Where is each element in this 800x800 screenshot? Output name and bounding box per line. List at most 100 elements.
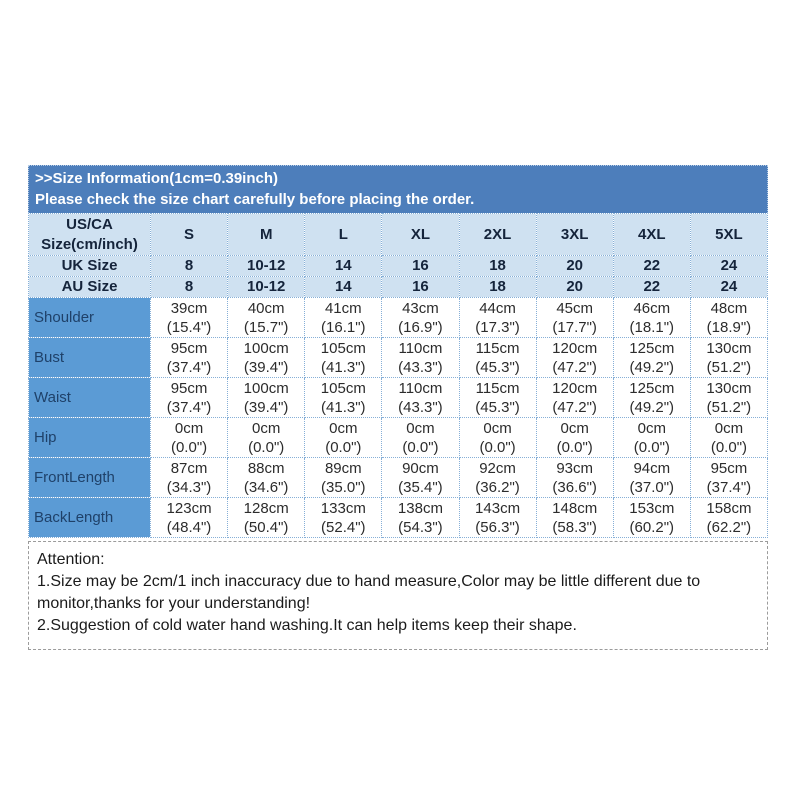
region-size-value: 10-12	[227, 255, 306, 277]
measurement-label: Shoulder	[28, 297, 151, 338]
value-cm: 143cm	[475, 499, 521, 517]
value-inch: (18.1")	[629, 318, 675, 336]
value-cm: 44cm	[479, 299, 516, 317]
value-cm: 153cm	[629, 499, 675, 517]
value-inch: (39.4")	[243, 358, 289, 376]
value-cm: 0cm	[406, 419, 435, 437]
value-inch: (37.4")	[166, 358, 212, 376]
value-cm: 128cm	[243, 499, 289, 517]
value-cm: 130cm	[706, 379, 752, 397]
region-size-label: UK Size	[28, 255, 151, 277]
value-cm: 120cm	[552, 379, 598, 397]
measurement-value-cell: 41cm (16.1")	[304, 297, 383, 338]
attention-box: Attention: 1.Size may be 2cm/1 inch inac…	[28, 541, 768, 650]
measurement-value-cell: 123cm (48.4")	[149, 497, 229, 538]
value-inch: (16.1")	[321, 318, 366, 336]
size-table: US/CA Size(cm/inch) S M L XL 2XL 3XL 4XL 5XL UK S…	[28, 213, 769, 538]
value-inch: (34.6")	[243, 478, 289, 496]
measurement-row: Waist 95cm (37.4") 100cm (39.4") 105cm (41.3")…	[28, 377, 769, 418]
measurement-value-cell: 39cm (15.4")	[149, 297, 229, 338]
measurement-value-cell: 100cm (39.4")	[227, 377, 306, 418]
value-inch: (62.2")	[706, 518, 752, 536]
value-inch: (0.0")	[633, 438, 670, 456]
value-cm: 90cm	[402, 459, 439, 477]
measurement-label: Bust	[28, 337, 151, 378]
value-inch: (0.0")	[170, 438, 208, 456]
title-bar: >>Size Information(1cm=0.39inch) Please …	[28, 165, 768, 213]
value-cm: 95cm	[170, 339, 208, 357]
measurement-value-cell: 138cm (54.3")	[381, 497, 460, 538]
size-column-header: XL	[381, 213, 460, 256]
value-cm: 125cm	[629, 339, 675, 357]
attention-title: Attention:	[37, 551, 105, 568]
measurement-value-cell: 100cm (39.4")	[227, 337, 306, 378]
measurement-value-cell: 125cm (49.2")	[612, 337, 691, 378]
value-inch: (0.0")	[710, 438, 748, 456]
value-cm: 0cm	[252, 419, 281, 437]
value-inch: (0.0")	[325, 438, 362, 456]
region-size-value: 10-12	[227, 276, 306, 298]
measurement-value-cell: 95cm (37.4")	[689, 457, 769, 498]
value-cm: 93cm	[556, 459, 594, 477]
value-cm: 45cm	[556, 299, 594, 317]
value-inch: (36.6")	[552, 478, 597, 496]
region-size-value: 8	[149, 255, 229, 277]
size-column-header: L	[304, 213, 383, 256]
value-cm: 120cm	[552, 339, 598, 357]
value-inch: (39.4")	[243, 398, 289, 416]
region-size-value: 22	[612, 255, 691, 277]
value-inch: (0.0")	[248, 438, 285, 456]
value-inch: (37.4")	[706, 478, 752, 496]
measurement-value-cell: 0cm (0.0")	[381, 417, 460, 458]
value-inch: (18.9")	[706, 318, 752, 336]
measurement-row: Shoulder 39cm (15.4") 40cm (15.7") 41cm (16.1"…	[28, 297, 769, 338]
value-cm: 0cm	[560, 419, 589, 437]
value-inch: (41.3")	[321, 358, 366, 376]
region-size-value: 24	[689, 276, 769, 298]
value-inch: (41.3")	[321, 398, 366, 416]
measurement-value-cell: 120cm (47.2")	[535, 377, 614, 418]
measurement-value-cell: 0cm (0.0")	[149, 417, 229, 458]
measurement-value-cell: 46cm (18.1")	[612, 297, 691, 338]
value-inch: (54.3")	[398, 518, 443, 536]
measurement-value-cell: 43cm (16.9")	[381, 297, 460, 338]
value-cm: 123cm	[166, 499, 212, 517]
value-inch: (49.2")	[629, 358, 675, 376]
value-cm: 100cm	[243, 339, 289, 357]
measurement-row: FrontLength 87cm (34.3") 88cm (34.6") 89cm (35…	[28, 457, 769, 498]
size-chart-panel: >>Size Information(1cm=0.39inch) Please …	[28, 165, 769, 650]
size-column-header: M	[227, 213, 306, 256]
value-cm: 0cm	[483, 419, 512, 437]
value-inch: (15.4")	[166, 318, 212, 336]
value-cm: 110cm	[398, 339, 443, 357]
value-cm: 40cm	[247, 299, 285, 317]
value-inch: (17.7")	[552, 318, 597, 336]
measurement-value-cell: 45cm (17.7")	[535, 297, 614, 338]
region-size-value: 8	[149, 276, 229, 298]
size-column-header: 5XL	[689, 213, 769, 256]
value-cm: 105cm	[320, 379, 366, 397]
measurement-value-cell: 105cm (41.3")	[304, 337, 383, 378]
size-header-row: US/CA Size(cm/inch) S M L XL 2XL 3XL 4XL 5XL	[28, 213, 769, 256]
value-inch: (48.4")	[166, 518, 212, 536]
measurement-value-cell: 92cm (36.2")	[458, 457, 537, 498]
measurement-value-cell: 105cm (41.3")	[304, 377, 383, 418]
value-inch: (50.4")	[243, 518, 289, 536]
measurement-value-cell: 89cm (35.0")	[304, 457, 383, 498]
region-size-value: 22	[612, 276, 691, 298]
size-table-body: US/CA Size(cm/inch) S M L XL 2XL 3XL 4XL 5XL UK S…	[28, 213, 769, 538]
measurement-value-cell: 115cm (45.3")	[458, 337, 537, 378]
value-inch: (36.2")	[475, 478, 520, 496]
measurement-value-cell: 94cm (37.0")	[612, 457, 691, 498]
measurement-value-cell: 115cm (45.3")	[458, 377, 537, 418]
measurement-value-cell: 110cm (43.3")	[381, 337, 460, 378]
region-size-value: 20	[535, 276, 614, 298]
region-size-value: 18	[458, 276, 537, 298]
region-size-label: AU Size	[28, 276, 151, 298]
value-cm: 89cm	[324, 459, 362, 477]
measurement-value-cell: 143cm (56.3")	[458, 497, 537, 538]
value-inch: (49.2")	[629, 398, 675, 416]
measurement-value-cell: 130cm (51.2")	[689, 377, 769, 418]
value-inch: (43.3")	[398, 398, 443, 416]
measurement-value-cell: 95cm (37.4")	[149, 337, 229, 378]
